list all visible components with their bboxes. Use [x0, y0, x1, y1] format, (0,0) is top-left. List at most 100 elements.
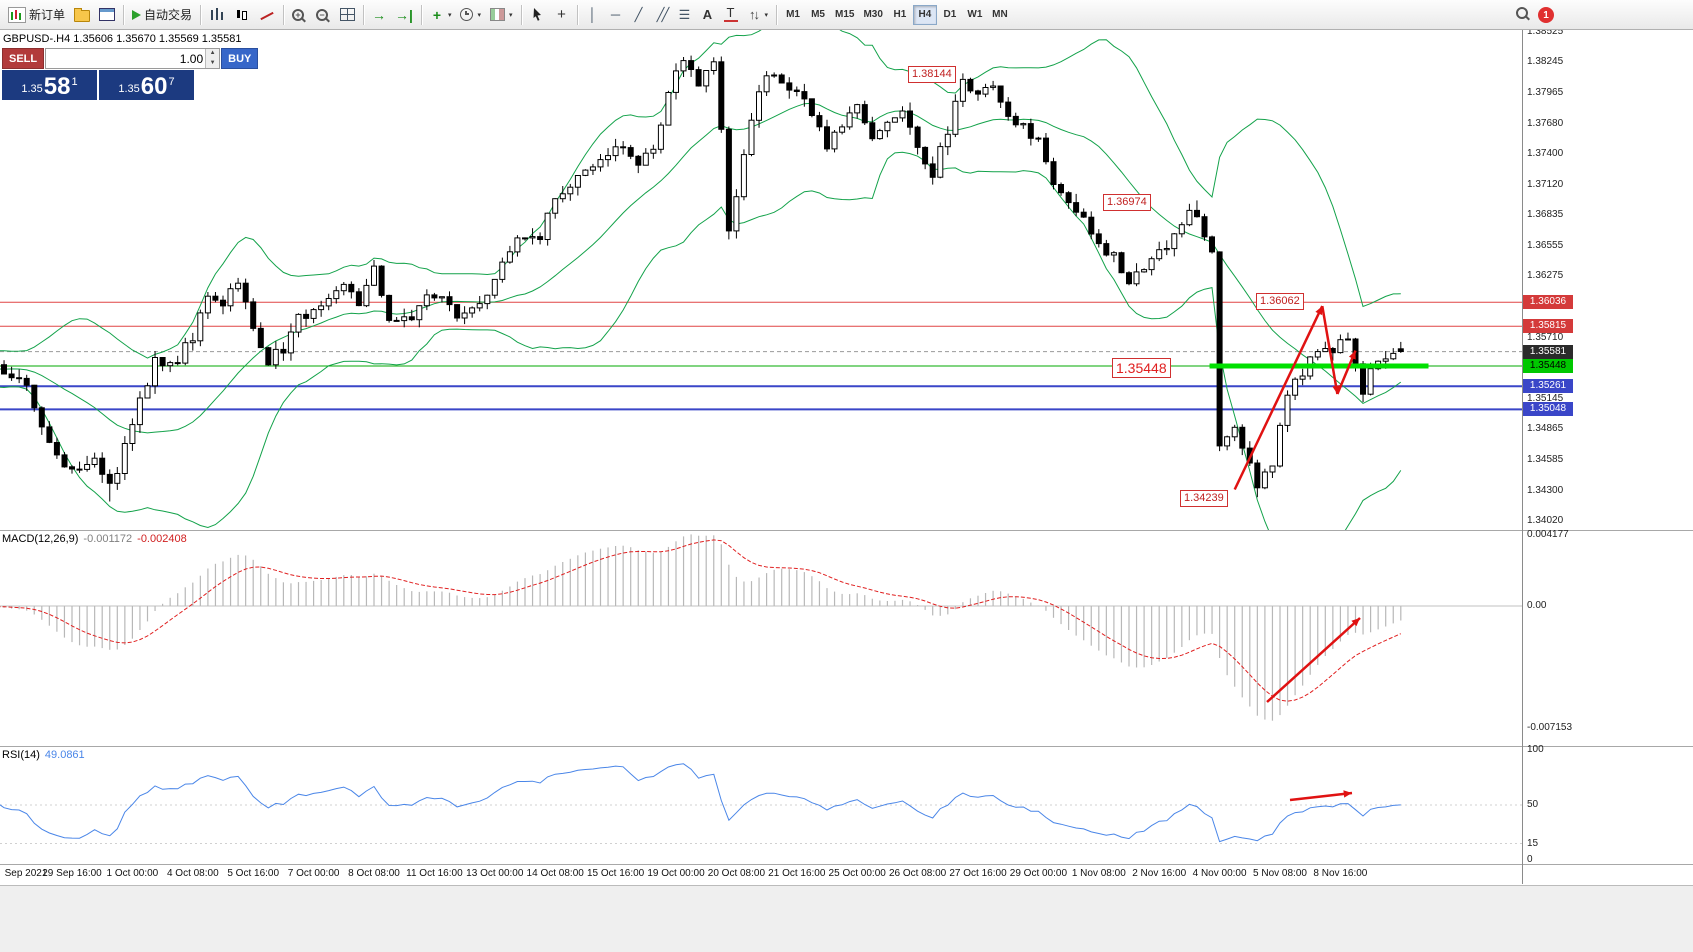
auto-trading-label: 自动交易 — [144, 8, 193, 22]
chart-shift-button[interactable]: →| — [391, 3, 417, 27]
timeframe-button-m30[interactable]: M30 — [859, 5, 886, 25]
trendline-button[interactable]: ╱ — [628, 3, 650, 27]
bid-price[interactable]: 1.35 58 1 — [2, 70, 97, 100]
time-axis-label: 13 Oct 00:00 — [466, 868, 524, 879]
timeframe-button-h1[interactable]: H1 — [888, 5, 912, 25]
price-callout[interactable]: 1.35448 — [1112, 358, 1171, 378]
auto-trading-button[interactable]: 自动交易 — [128, 3, 196, 27]
indicators-button[interactable]: + ▾ — [426, 3, 456, 27]
timeframe-button-m15[interactable]: M15 — [831, 5, 858, 25]
price-callout[interactable]: 1.34239 — [1180, 490, 1228, 507]
time-axis-label: 21 Oct 16:00 — [768, 868, 826, 879]
macd-name: MACD(12,26,9) — [2, 533, 79, 545]
bid-pip-digit: 1 — [71, 76, 78, 88]
macd-signal-value: -0.002408 — [137, 533, 187, 545]
panel-divider[interactable] — [0, 746, 1693, 747]
time-axis-label: 4 Nov 00:00 — [1192, 868, 1247, 879]
buy-button[interactable]: BUY — [221, 48, 259, 69]
volume-up-button[interactable]: ▲ — [206, 49, 220, 59]
profiles-button[interactable] — [70, 3, 94, 27]
price-axis-label: 1.34585 — [1527, 453, 1564, 465]
macd-chart-canvas[interactable] — [0, 530, 1693, 746]
arrows-button[interactable]: ↑↓ ▾ — [743, 3, 773, 27]
zoom-in-icon: + — [292, 8, 305, 21]
window-icon — [99, 8, 116, 21]
price-axis-line — [1522, 30, 1523, 884]
new-order-button[interactable]: 新订单 — [4, 3, 69, 27]
toolbar-separator — [520, 4, 522, 25]
price-axis-tag: 1.35261 — [1523, 379, 1573, 394]
timeframe-button-h4[interactable]: H4 — [912, 4, 937, 25]
candlestick-icon — [234, 7, 250, 23]
notification-count: 1 — [1538, 7, 1554, 23]
time-axis[interactable]: Sep 2021 29 Sep 16:00 1 Oct 00:00 4 Oct 08:… — [0, 864, 1693, 884]
rsi-axis-label: 100 — [1527, 744, 1544, 755]
trendline-icon: ╱ — [634, 6, 643, 22]
auto-scroll-button[interactable]: → — [368, 3, 390, 27]
rsi-chart-canvas[interactable] — [0, 746, 1693, 864]
channel-button[interactable]: ╱╱ — [651, 3, 673, 27]
volume-input[interactable] — [46, 49, 206, 68]
timeframe-button-mn[interactable]: MN — [988, 5, 1012, 25]
tile-windows-button[interactable] — [336, 3, 359, 27]
line-chart-button[interactable] — [255, 3, 279, 27]
clock-icon — [460, 8, 474, 21]
macd-label: MACD(12,26,9) -0.001172 -0.002408 — [2, 533, 187, 545]
cursor-button[interactable] — [526, 3, 550, 27]
rsi-label: RSI(14) 49.0861 — [2, 749, 85, 761]
indicators-plus-icon: + — [432, 6, 442, 23]
crosshair-button[interactable]: + — [551, 3, 573, 27]
rsi-axis-label: 15 — [1527, 837, 1539, 849]
time-axis-label: Sep 2021 — [4, 868, 48, 879]
ask-prefix: 1.35 — [118, 83, 140, 95]
toolbar-separator — [200, 4, 202, 25]
horizontal-line-button[interactable]: ─ — [605, 3, 627, 27]
bar-chart-button[interactable] — [205, 3, 229, 27]
price-axis-label: 1.37680 — [1527, 117, 1564, 129]
chart-shift-icon: →| — [395, 6, 413, 23]
price-axis-label: 1.36275 — [1527, 270, 1564, 282]
price-callout[interactable]: 1.36062 — [1256, 293, 1304, 310]
text-label-button[interactable]: T — [720, 3, 742, 27]
chevron-down-icon: ▾ — [447, 11, 452, 19]
price-axis-label: 1.38525 — [1527, 26, 1564, 37]
chart-title: GBPUSD-.H4 1.35606 1.35670 1.35569 1.355… — [3, 33, 242, 45]
data-window-button[interactable] — [95, 3, 119, 27]
fibonacci-button[interactable]: ☰ — [674, 3, 696, 27]
notification-badge[interactable]: 1 — [1538, 7, 1554, 23]
rsi-axis-label: 50 — [1527, 799, 1539, 810]
text-button[interactable]: A — [697, 3, 719, 27]
panel-divider[interactable] — [0, 530, 1693, 531]
arrows-icon: ↑↓ — [749, 6, 760, 22]
periods-button[interactable]: ▾ — [456, 3, 485, 27]
timeframe-button-w1[interactable]: W1 — [963, 5, 987, 25]
price-callout[interactable]: 1.38144 — [908, 66, 956, 83]
zoom-out-icon: − — [316, 8, 329, 21]
price-axis-label: 1.34300 — [1527, 484, 1564, 496]
timeframe-button-d1[interactable]: D1 — [938, 5, 962, 25]
price-chart-canvas[interactable] — [0, 30, 1693, 530]
time-axis-label: 11 Oct 16:00 — [406, 868, 463, 879]
vertical-line-button[interactable]: │ — [582, 3, 604, 27]
time-axis-label: 29 Sep 16:00 — [42, 868, 102, 879]
volume-down-button[interactable]: ▼ — [206, 58, 220, 68]
price-axis-label: 1.38245 — [1527, 56, 1564, 68]
price-axis-tag: 1.35048 — [1523, 402, 1573, 417]
timeframe-button-m5[interactable]: M5 — [806, 5, 830, 25]
crosshair-icon: + — [557, 5, 566, 23]
timeframe-button-m1[interactable]: M1 — [781, 5, 805, 25]
cursor-icon — [533, 7, 541, 21]
toolbar-separator — [283, 4, 285, 25]
auto-scroll-icon: → — [372, 6, 387, 23]
zoom-out-button[interactable]: − — [312, 3, 335, 27]
toolbar-search[interactable] — [1516, 7, 1531, 19]
sell-button[interactable]: SELL — [2, 48, 45, 69]
zoom-in-button[interactable]: + — [288, 3, 311, 27]
toolbar-separator — [420, 4, 422, 25]
price-callout[interactable]: 1.36974 — [1103, 194, 1151, 211]
ask-price[interactable]: 1.35 60 7 — [99, 70, 194, 100]
templates-button[interactable]: ▾ — [486, 3, 517, 27]
candlestick-chart-button[interactable] — [230, 3, 254, 27]
bar-chart-icon — [209, 6, 226, 23]
channel-icon: ╱╱ — [656, 6, 670, 22]
